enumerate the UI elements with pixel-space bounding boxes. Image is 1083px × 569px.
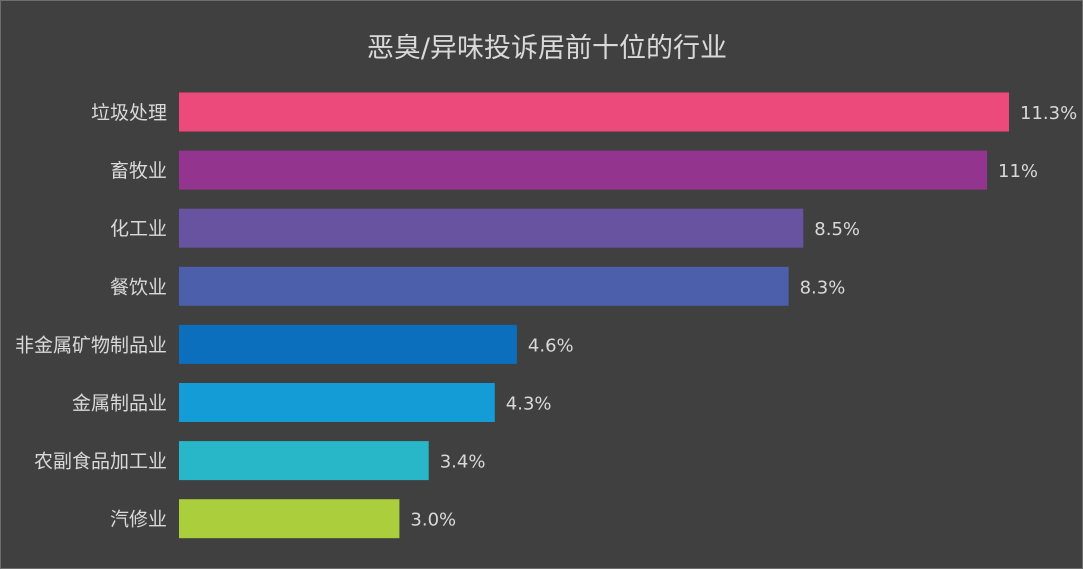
value-label: 3.0% — [410, 510, 456, 531]
value-label: 3.4% — [440, 452, 486, 473]
bar-8 — [179, 499, 400, 539]
category-label: 餐饮业 — [110, 276, 167, 298]
category-label: 非金属矿物制品业 — [15, 334, 167, 356]
value-label: 4.3% — [506, 394, 552, 415]
bar-1 — [179, 92, 1009, 132]
category-label: 汽修业 — [110, 509, 167, 531]
bars-layer — [179, 92, 1009, 539]
bar-6 — [179, 383, 495, 422]
bar-4 — [179, 266, 789, 306]
category-label: 金属制品业 — [72, 393, 167, 415]
category-label: 化工业 — [110, 218, 167, 240]
category-label: 畜牧业 — [110, 160, 167, 182]
value-label: 8.3% — [800, 277, 846, 298]
category-label: 农副食品加工业 — [34, 451, 167, 473]
bar-2 — [179, 150, 987, 190]
value-label: 11.3% — [1020, 103, 1077, 124]
value-label: 4.6% — [528, 335, 574, 356]
chart-title: 恶臭/异味投诉居前十位的行业 — [367, 33, 727, 64]
category-label: 垃圾处理 — [91, 102, 167, 124]
bar-7 — [179, 441, 429, 481]
value-labels: 11.3% 11% 8.5% 8.3% 4.6% 4.3% 3.4% 3.0% — [410, 103, 1077, 531]
value-label: 11% — [998, 161, 1038, 182]
bar-5 — [179, 324, 517, 364]
bar-3 — [179, 208, 804, 248]
value-label: 8.5% — [814, 219, 860, 240]
